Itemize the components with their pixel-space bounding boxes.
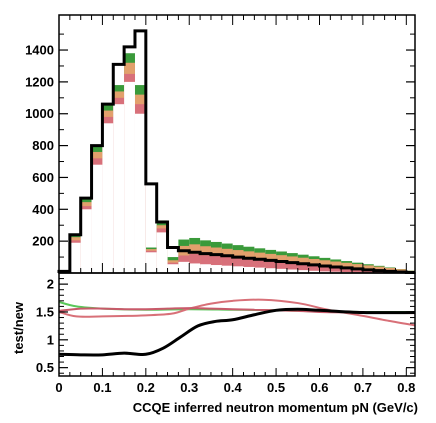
ratio-y-tick-label: 1.5 xyxy=(36,304,54,319)
histogram-bar-series-3-bin-3 xyxy=(91,164,103,273)
histogram-bar-series-2-bin-23 xyxy=(308,264,320,273)
histogram-bar-series-2-bin-20 xyxy=(276,261,287,273)
histogram-bar-series-2-bin-17 xyxy=(243,258,255,273)
histogram-bar-series-3-bin-2 xyxy=(80,209,92,273)
histogram-bar-series-2-bin-25 xyxy=(330,266,342,273)
histogram-bar-series-3-bin-5 xyxy=(113,104,125,274)
top-y-tick-label: 1400 xyxy=(25,43,54,58)
histogram-bar-series-3-bin-8 xyxy=(145,252,157,273)
top-y-tick-label: 800 xyxy=(32,138,54,153)
histogram-bar-series-3-bin-19 xyxy=(265,268,277,273)
top-y-tick-label: 1000 xyxy=(25,106,54,121)
x-tick-label: 0.3 xyxy=(180,380,198,395)
ratio-plot-frame xyxy=(58,272,416,377)
histogram-bar-series-2-bin-24 xyxy=(319,265,331,273)
histogram-bar-series-3-bin-12 xyxy=(189,263,201,273)
x-tick-label: 0.5 xyxy=(267,380,285,395)
top-y-tick-label: 400 xyxy=(32,202,54,217)
top-y-tick-label: 1200 xyxy=(25,74,54,89)
top-y-tick-label: 600 xyxy=(32,170,54,185)
histogram-bar-series-3-bin-14 xyxy=(210,265,222,273)
histogram-bar-series-2-bin-13 xyxy=(200,255,211,273)
histogram-bar-series-3-bin-16 xyxy=(232,266,244,273)
x-axis-label: CCQE inferred neutron momentum pN (GeV/c… xyxy=(133,400,418,415)
histogram-bar-series-3-bin-24 xyxy=(319,271,331,273)
histogram-bar-series-3-bin-6 xyxy=(124,81,135,273)
histogram-bar-series-3-bin-23 xyxy=(308,270,320,273)
histogram-bar-series-2-bin-18 xyxy=(254,259,266,273)
ratio-panel: 0.5 1 1.5 2 0 0.1 0.2 0.3 0.4 0.5 0.6 0.7 0.8 xyxy=(36,272,416,395)
histogram-bar-series-3-bin-1 xyxy=(69,242,81,273)
histogram-bar-series-2-bin-21 xyxy=(286,262,298,273)
histogram-bar-series-3-bin-20 xyxy=(276,268,287,273)
x-tick-label: 0.7 xyxy=(354,380,372,395)
x-tick-label: 0.8 xyxy=(397,380,415,395)
histogram-bar-series-3-bin-22 xyxy=(297,270,309,273)
ratio-line-series-0 xyxy=(58,300,416,314)
x-tick-label: 0.4 xyxy=(224,380,243,395)
top-histogram-panel: 200 400 600 800 1000 1200 1400 xyxy=(25,14,416,275)
histogram-bar-series-2-bin-27 xyxy=(352,268,363,273)
top-y-tick-label: 200 xyxy=(32,234,54,249)
histogram-bar-series-3-bin-21 xyxy=(286,269,298,273)
ratio-line-series-1 xyxy=(58,298,416,327)
histogram-bar-series-3-bin-18 xyxy=(254,267,266,273)
x-tick-label: 0 xyxy=(55,380,62,395)
histogram-bar-series-3-bin-9 xyxy=(156,232,168,273)
histogram-bar-series-2-bin-22 xyxy=(297,263,309,273)
ratio-y-tick-label: 1 xyxy=(47,332,54,347)
histogram-bar-series-3-bin-13 xyxy=(200,264,211,273)
histogram-bar-series-3-bin-4 xyxy=(102,123,114,273)
histogram-bar-series-3-bin-15 xyxy=(221,265,233,273)
histogram-bar-series-2-bin-19 xyxy=(265,260,277,273)
x-tick-label: 0.1 xyxy=(93,380,111,395)
ratio-line-series-2 xyxy=(58,307,416,315)
histogram-bar-series-2-bin-14 xyxy=(210,256,222,273)
ratio-y-tick-label: 2 xyxy=(47,277,54,292)
histogram-bar-series-3-bin-7 xyxy=(134,113,146,273)
histogram-bar-series-2-bin-16 xyxy=(232,258,244,273)
histogram-bar-series-3-bin-17 xyxy=(243,266,255,273)
histogram-bar-series-3-bin-10 xyxy=(167,264,179,273)
x-tick-label: 0.2 xyxy=(137,380,155,395)
ratio-y-tick-label: 0.5 xyxy=(36,360,54,375)
histogram-bar-series-2-bin-15 xyxy=(221,257,233,273)
histogram-bar-series-3-bin-11 xyxy=(178,261,190,273)
x-tick-label: 0.6 xyxy=(310,380,328,395)
histogram-bar-series-2-bin-26 xyxy=(341,267,353,273)
ratio-line-series-3 xyxy=(58,307,416,357)
ratio-y-axis-label: test/new xyxy=(11,301,26,354)
